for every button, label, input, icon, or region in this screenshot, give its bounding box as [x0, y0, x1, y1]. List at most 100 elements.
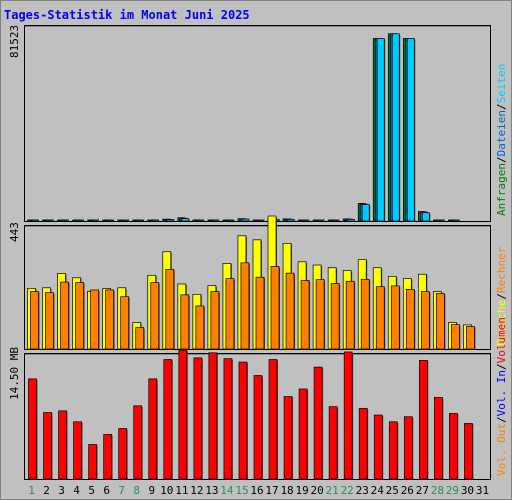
- bar-rechner-6: [105, 289, 115, 350]
- bar-rechner-14: [225, 278, 235, 350]
- bar-volumen-13: [208, 352, 218, 480]
- bar-rechner-15: [240, 262, 250, 350]
- x-tick-label-18: 18: [280, 484, 294, 497]
- x-tick-label-15: 15: [235, 484, 249, 497]
- bar-rechner-8: [135, 327, 145, 350]
- bar-rechner-23: [360, 279, 370, 350]
- bar-seiten-5: [91, 219, 99, 222]
- legend-volumen: Volumen: [495, 317, 508, 364]
- bar-seiten-8: [136, 219, 145, 222]
- bar-rechner-28: [436, 293, 445, 350]
- x-tick-label-23: 23: [355, 484, 369, 497]
- bar-volumen-2: [43, 412, 52, 480]
- x-tick-label-19: 19: [295, 484, 309, 497]
- bar-seiten-22: [346, 219, 355, 222]
- bar-rechner-5: [90, 289, 99, 350]
- bar-rechner-26: [405, 289, 415, 350]
- x-tick-label-7: 7: [118, 484, 126, 497]
- bar-seiten-13: [211, 219, 220, 222]
- bar-volumen-7: [118, 428, 128, 480]
- x-tick-label-6: 6: [103, 484, 110, 497]
- bar-volumen-4: [73, 421, 82, 480]
- bar-rechner-1: [30, 291, 39, 350]
- bar-rechner-19: [300, 280, 310, 350]
- bottom-scale-label: 14.50 MB: [8, 347, 21, 400]
- bar-seiten-29: [452, 219, 460, 222]
- bar-volumen-1: [28, 378, 37, 480]
- bar-rechner-25: [390, 285, 400, 350]
- bar-seiten-26: [406, 38, 415, 222]
- legend-rechner: Rechner: [495, 246, 508, 294]
- legend-vol-in: Vol. In: [495, 370, 508, 417]
- x-tick-label-31: 31: [475, 484, 490, 497]
- bar-rechner-21: [330, 283, 340, 350]
- bar-volumen-26: [403, 416, 413, 480]
- bar-seiten-12: [196, 219, 205, 222]
- legend-separator: /: [495, 293, 508, 300]
- bar-rechner-10: [165, 269, 175, 350]
- bar-seiten-18: [286, 219, 295, 222]
- bar-seiten-10: [166, 219, 175, 222]
- bar-volumen-21: [328, 406, 338, 480]
- x-tick-label-28: 28: [430, 484, 444, 497]
- x-tick-label-12: 12: [190, 484, 204, 497]
- bar-seiten-14: [226, 219, 235, 222]
- bar-rechner-13: [210, 291, 220, 350]
- x-tick-label-25: 25: [385, 484, 399, 497]
- bar-volumen-28: [434, 397, 443, 480]
- bar-seiten-24: [376, 38, 385, 222]
- x-tick-label-1: 1: [28, 484, 35, 497]
- bar-rechner-18: [285, 272, 295, 350]
- bar-seiten-11: [181, 218, 190, 222]
- bar-rechner-2: [45, 292, 54, 350]
- bar-seiten-7: [121, 219, 130, 222]
- bar-seiten-19: [301, 219, 310, 222]
- bar-rechner-7: [120, 296, 130, 350]
- bar-volumen-5: [88, 444, 97, 480]
- legend-group-1: Anfragen/Dateien/Seiten: [495, 64, 508, 216]
- bar-seiten-9: [151, 219, 160, 222]
- chart-title: Tages-Statistik im Monat Juni 2025: [4, 8, 250, 22]
- bar-seiten-4: [76, 219, 84, 222]
- middle-scale-label: 443: [8, 222, 21, 242]
- bar-volumen-3: [58, 410, 67, 480]
- bar-seiten-28: [437, 219, 445, 222]
- x-tick-label-5: 5: [88, 484, 95, 497]
- bar-volumen-6: [103, 434, 113, 480]
- bar-rechner-17: [270, 266, 280, 350]
- x-tick-label-20: 20: [310, 484, 324, 497]
- x-tick-label-27: 27: [415, 484, 429, 497]
- x-tick-label-2: 2: [43, 484, 50, 497]
- bar-seiten-27: [421, 212, 430, 222]
- bar-volumen-29: [449, 413, 458, 480]
- x-tick-label-8: 8: [133, 484, 141, 497]
- bar-seiten-2: [46, 219, 54, 222]
- x-tick-label-24: 24: [370, 484, 384, 497]
- bar-volumen-24: [373, 414, 383, 480]
- x-tick-label-30: 30: [460, 484, 475, 497]
- bar-seiten-15: [241, 218, 250, 222]
- bar-volumen-14: [223, 358, 233, 480]
- bar-seiten-25: [391, 33, 400, 222]
- x-tick-label-29: 29: [445, 484, 460, 497]
- bar-volumen-17: [268, 359, 278, 480]
- bar-volumen-11: [178, 349, 188, 480]
- x-tick-label-22: 22: [340, 484, 354, 497]
- legend-separator: /: [495, 156, 508, 164]
- x-tick-label-14: 14: [220, 484, 234, 497]
- bar-seiten-20: [316, 219, 325, 222]
- legend-group-3: Vol. Out/Vol. In/Volumen: [495, 317, 508, 476]
- bar-rechner-24: [375, 286, 385, 350]
- bar-rechner-30: [466, 326, 475, 350]
- x-tick-label-21: 21: [325, 484, 339, 497]
- bar-rechner-11: [180, 294, 190, 350]
- bar-volumen-19: [298, 388, 308, 480]
- bar-volumen-16: [253, 375, 263, 480]
- x-tick-label-26: 26: [400, 484, 414, 497]
- bar-volumen-9: [148, 378, 158, 480]
- bar-seiten-3: [61, 219, 69, 222]
- legend-separator: /: [495, 103, 508, 111]
- bar-volumen-23: [358, 407, 368, 480]
